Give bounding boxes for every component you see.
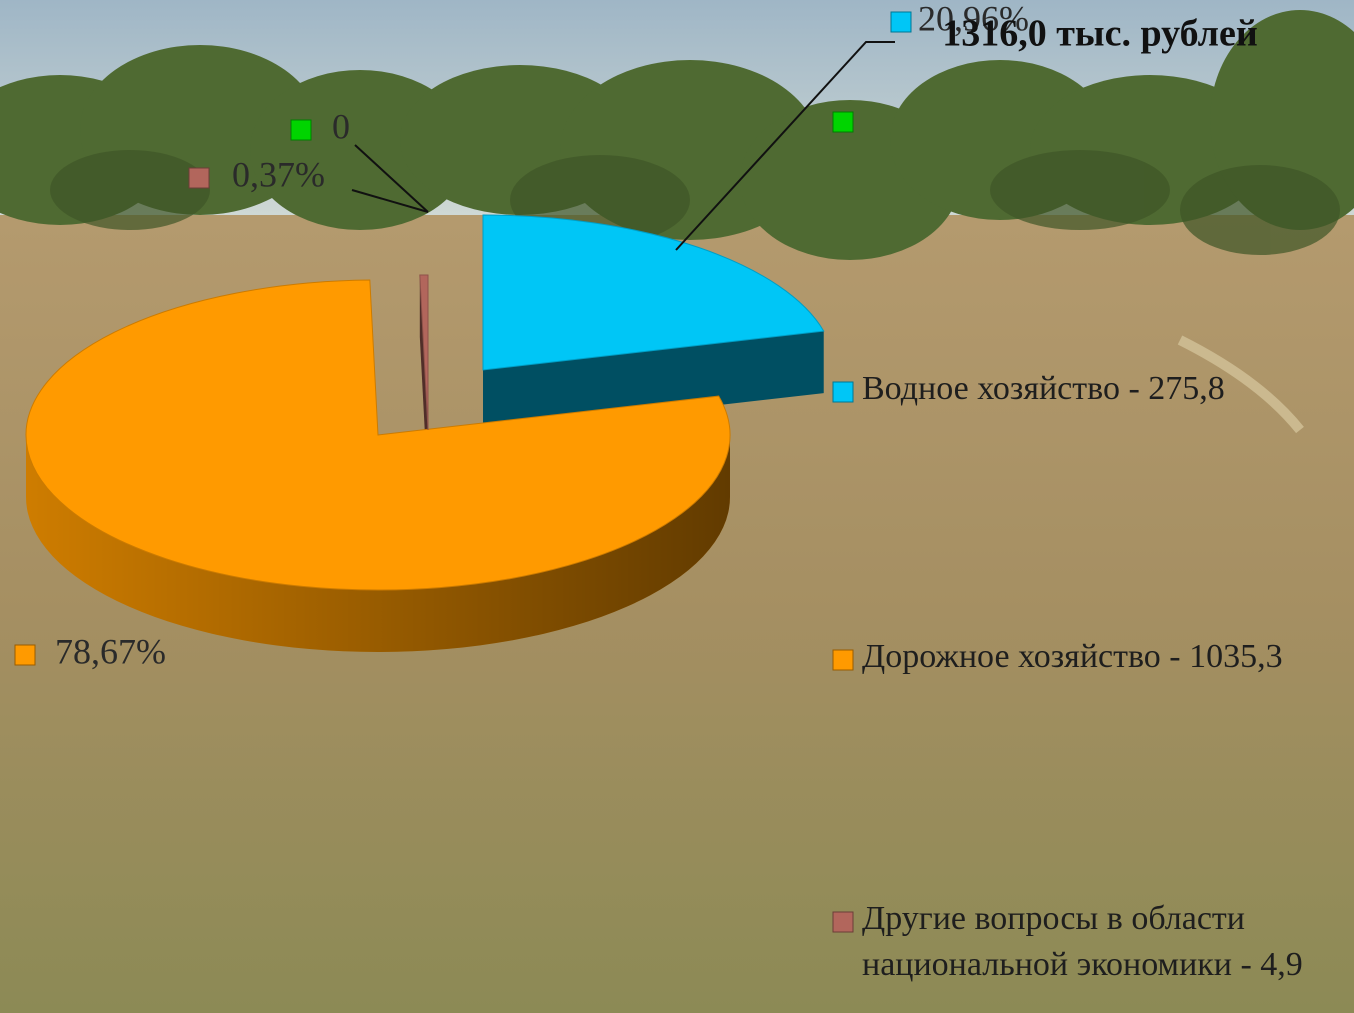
legend-label: Водное хозяйство - 275,8 bbox=[862, 366, 1352, 412]
page: 020,96%78,67%0,37% 1316,0 тыс. рублей Во… bbox=[0, 0, 1354, 1013]
legend-entry: Дорожное хозяйство - 1035,3 bbox=[862, 634, 1352, 794]
legend-entry: Другие вопросы в области национальной эк… bbox=[862, 896, 1352, 1013]
legend-label: Другие вопросы в области национальной эк… bbox=[862, 896, 1352, 988]
chart-title: 1316,0 тыс. рублей bbox=[942, 13, 1257, 55]
label-marker bbox=[291, 120, 311, 140]
label-marker bbox=[891, 12, 911, 32]
legend-marker bbox=[833, 650, 853, 670]
legend-entry: Водное хозяйство - 275,8 bbox=[862, 366, 1352, 526]
label-marker bbox=[189, 168, 209, 188]
legend-marker bbox=[833, 912, 853, 932]
legend-label: Дорожное хозяйство - 1035,3 bbox=[862, 634, 1352, 680]
legend-marker bbox=[833, 112, 853, 132]
value-label: 0,37% bbox=[232, 154, 325, 194]
chart: 020,96%78,67%0,37% 1316,0 тыс. рублей Во… bbox=[0, 0, 1354, 1013]
value-label: 0 bbox=[332, 106, 350, 146]
legend-marker bbox=[833, 382, 853, 402]
value-label: 78,67% bbox=[55, 631, 166, 671]
label-marker bbox=[15, 645, 35, 665]
